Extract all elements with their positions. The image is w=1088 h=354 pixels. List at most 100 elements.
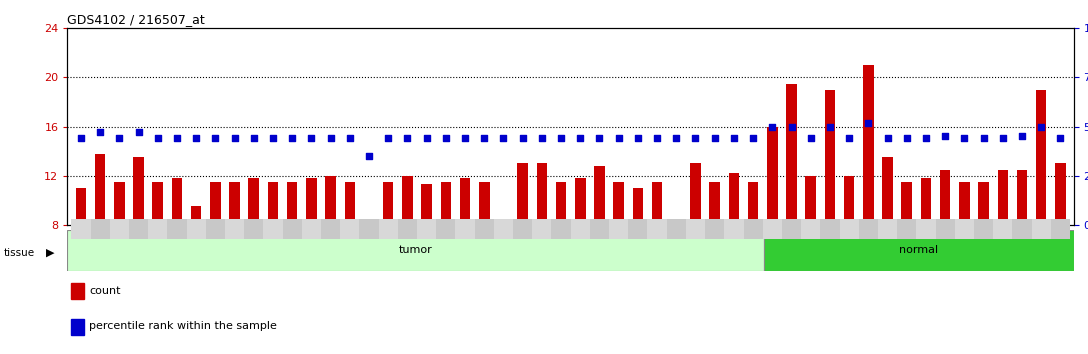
Bar xyxy=(609,219,628,239)
Bar xyxy=(379,28,398,225)
Point xyxy=(975,136,992,141)
Bar xyxy=(210,182,221,225)
Bar xyxy=(652,182,663,225)
Point xyxy=(380,136,397,141)
Text: normal: normal xyxy=(900,245,939,256)
Bar xyxy=(552,28,570,225)
Bar xyxy=(936,28,955,225)
Point xyxy=(591,136,608,141)
Point xyxy=(418,136,435,141)
Bar xyxy=(152,182,163,225)
Bar xyxy=(998,170,1009,225)
Bar xyxy=(725,219,743,239)
Point xyxy=(821,124,839,129)
Bar xyxy=(403,176,412,225)
Bar xyxy=(671,219,681,225)
Bar xyxy=(782,219,801,239)
Bar xyxy=(685,28,705,225)
Bar xyxy=(552,219,570,239)
Bar xyxy=(725,28,743,225)
Bar xyxy=(974,28,993,225)
Point xyxy=(1052,136,1070,141)
Bar xyxy=(268,182,279,225)
Bar xyxy=(993,28,1013,225)
Bar xyxy=(1036,90,1047,225)
Point xyxy=(245,136,262,141)
Bar xyxy=(1016,170,1027,225)
Bar xyxy=(974,219,993,239)
Point xyxy=(129,130,147,135)
Point xyxy=(955,136,973,141)
Bar xyxy=(90,28,110,225)
Point xyxy=(207,136,224,141)
Bar xyxy=(955,219,974,239)
Bar xyxy=(571,28,590,225)
Point xyxy=(1013,133,1030,139)
Bar xyxy=(230,182,239,225)
Point xyxy=(917,136,935,141)
Point xyxy=(302,136,320,141)
Text: percentile rank within the sample: percentile rank within the sample xyxy=(89,321,277,331)
Bar xyxy=(441,182,452,225)
Bar xyxy=(1031,28,1051,225)
Bar xyxy=(805,176,816,225)
Point xyxy=(802,136,819,141)
Point xyxy=(937,133,954,139)
Bar xyxy=(417,28,436,225)
Bar xyxy=(590,28,609,225)
Point xyxy=(533,136,551,141)
Point xyxy=(744,136,762,141)
Bar xyxy=(609,28,628,225)
Bar xyxy=(858,28,878,225)
Bar xyxy=(685,219,705,239)
Point xyxy=(571,136,589,141)
Bar xyxy=(536,164,547,225)
Bar xyxy=(148,219,168,239)
Bar xyxy=(532,28,552,225)
Point xyxy=(169,136,186,141)
Bar xyxy=(301,28,321,225)
Bar xyxy=(574,178,585,225)
Point xyxy=(706,136,724,141)
Bar xyxy=(325,176,336,225)
Bar xyxy=(1051,219,1070,239)
Bar xyxy=(628,219,647,239)
Bar xyxy=(782,28,801,225)
Bar xyxy=(456,219,474,239)
Bar xyxy=(763,219,782,239)
Bar xyxy=(225,219,244,239)
Bar xyxy=(898,219,916,239)
Bar xyxy=(398,219,417,239)
Bar xyxy=(206,219,225,239)
Bar xyxy=(186,219,206,239)
Bar xyxy=(863,65,874,225)
Bar xyxy=(168,219,186,239)
Bar xyxy=(417,219,436,239)
Bar xyxy=(456,28,474,225)
Bar xyxy=(436,28,456,225)
Bar xyxy=(882,157,893,225)
Bar xyxy=(128,219,148,239)
Bar xyxy=(518,164,528,225)
Bar xyxy=(690,164,701,225)
Bar xyxy=(514,28,532,225)
Point xyxy=(629,136,646,141)
Bar xyxy=(916,28,936,225)
Bar xyxy=(978,182,989,225)
Bar xyxy=(421,184,432,225)
Point xyxy=(322,136,339,141)
Point xyxy=(456,136,473,141)
Bar xyxy=(128,28,148,225)
Bar xyxy=(244,219,263,239)
Bar xyxy=(787,84,796,225)
Bar xyxy=(306,178,317,225)
Point xyxy=(226,136,244,141)
Bar xyxy=(902,182,912,225)
Bar xyxy=(801,28,820,225)
Point xyxy=(898,136,915,141)
Bar xyxy=(190,206,201,225)
Bar xyxy=(955,28,974,225)
Bar xyxy=(590,219,609,239)
Text: GDS4102 / 216507_at: GDS4102 / 216507_at xyxy=(67,13,206,26)
Bar xyxy=(1031,219,1051,239)
